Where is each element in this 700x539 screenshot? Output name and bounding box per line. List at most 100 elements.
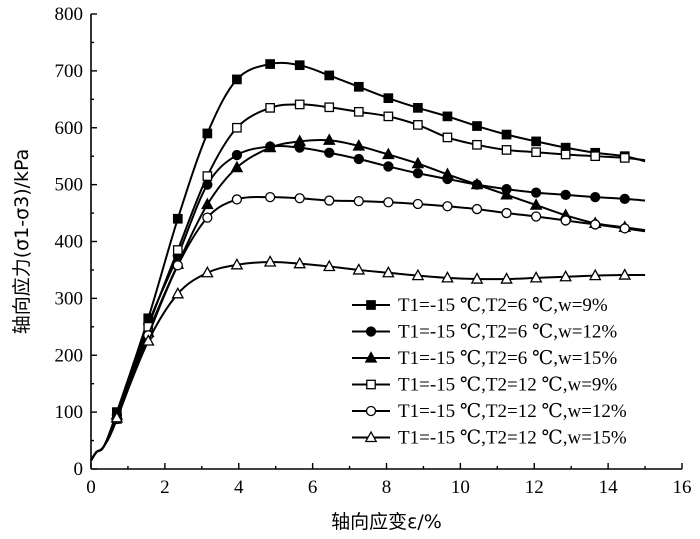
y-tick-label: 400: [55, 232, 84, 253]
series-marker: [294, 60, 305, 71]
legend-item: T1=-15 ℃,T2=6 ℃,w=12%: [352, 322, 617, 343]
legend-label: T1=-15 ℃,T2=12 ℃,w=9%: [398, 375, 617, 396]
series-marker: [500, 188, 513, 200]
series-marker: [470, 272, 484, 284]
series-marker: [531, 136, 541, 147]
series-marker: [590, 219, 601, 230]
series-marker: [324, 147, 335, 158]
series-marker: [383, 161, 394, 172]
series-marker: [294, 193, 305, 204]
series-marker: [530, 211, 542, 222]
y-tick-label: 0: [74, 459, 84, 480]
series-marker: [472, 139, 482, 150]
series-marker: [202, 128, 213, 139]
series-marker: [559, 269, 572, 282]
series-marker: [202, 212, 213, 223]
legend-item: T1=-15 ℃,T2=12 ℃,w=9%: [352, 375, 617, 396]
series-marker: [293, 134, 306, 147]
series-marker: [230, 257, 244, 270]
series-marker: [202, 171, 213, 181]
y-tick-label: 600: [55, 118, 84, 139]
x-tick-label: 2: [160, 477, 170, 498]
legend-item: T1=-15 ℃,T2=12 ℃,w=12%: [352, 401, 627, 422]
series-marker: [322, 259, 336, 272]
series-marker: [382, 147, 395, 160]
series-marker: [364, 430, 378, 443]
x-tick-label: 0: [86, 477, 96, 498]
series-marker: [172, 245, 183, 255]
series-marker: [353, 195, 364, 207]
series-marker: [442, 111, 453, 122]
series-marker: [171, 286, 185, 299]
legend-item: T1=-15 ℃,T2=6 ℃,w=15%: [352, 348, 617, 369]
series-marker: [172, 260, 183, 271]
axis-ticks: 0 2 4 6 8 10 12 14 16 0 100 200 300 400 500 600 700 800: [55, 4, 692, 498]
y-tick-label: 100: [55, 402, 84, 423]
series-marker: [472, 121, 482, 131]
series-marker: [441, 271, 454, 283]
series-marker: [501, 207, 512, 219]
series-marker: [500, 272, 513, 284]
y-tick-label: 500: [55, 175, 84, 196]
series-marker: [412, 168, 424, 179]
series-marker: [263, 255, 277, 267]
series-marker: [411, 268, 425, 281]
series-layer: [90, 59, 646, 462]
series-marker: [383, 93, 394, 104]
y-axis-title: 轴向应力(σ1-σ3)/kPa: [11, 149, 33, 335]
series-marker: [413, 120, 423, 130]
series-marker: [365, 405, 377, 417]
series-marker: [441, 167, 454, 180]
series-marker: [560, 149, 571, 160]
series-marker: [619, 193, 630, 204]
series-marker: [382, 265, 395, 278]
y-tick-label: 200: [55, 345, 84, 366]
series-marker: [366, 300, 376, 310]
series-marker: [412, 198, 424, 210]
x-tick-label: 14: [599, 477, 619, 498]
series-marker: [471, 203, 483, 215]
series-marker: [353, 81, 364, 92]
series-marker: [232, 74, 242, 85]
legend-label: T1=-15 ℃,T2=12 ℃,w=15%: [398, 428, 627, 449]
series-marker: [141, 334, 155, 346]
legend-label: T1=-15 ℃,T2=6 ℃,w=12%: [398, 322, 617, 343]
legend-label: T1=-15 ℃,T2=12 ℃,w=12%: [398, 401, 627, 422]
series-marker: [590, 151, 601, 162]
series-marker: [531, 147, 541, 158]
series-marker: [294, 99, 305, 110]
series-marker: [232, 122, 242, 133]
legend-label: T1=-15 ℃,T2=6 ℃,w=9%: [398, 295, 608, 316]
series-marker: [264, 191, 276, 203]
legend-item: T1=-15 ℃,T2=6 ℃,w=9%: [352, 295, 608, 316]
x-tick-label: 4: [234, 477, 244, 498]
x-tick-label: 12: [525, 477, 544, 498]
series-marker: [293, 256, 306, 269]
series-marker: [265, 102, 275, 113]
series-line: [90, 145, 646, 462]
series-marker: [230, 160, 244, 173]
series-marker: [353, 153, 364, 165]
series-marker: [413, 102, 423, 113]
series-marker: [383, 111, 394, 122]
x-axis-title: 轴向应变ε/%: [331, 511, 442, 533]
series-marker: [560, 189, 571, 201]
series-marker: [352, 263, 366, 275]
series-marker: [231, 149, 243, 161]
series-marker: [442, 201, 453, 212]
legend-label: T1=-15 ℃,T2=6 ℃,w=15%: [398, 348, 617, 369]
series-6: [90, 255, 646, 462]
series-marker: [364, 351, 378, 363]
series-marker: [201, 265, 214, 278]
series-marker: [619, 153, 630, 163]
series-marker: [263, 140, 277, 153]
series-marker: [231, 194, 243, 205]
series-marker: [324, 195, 335, 206]
series-marker: [619, 223, 630, 234]
y-tick-label: 800: [55, 4, 84, 25]
series-marker: [352, 139, 366, 151]
series-marker: [530, 187, 542, 198]
series-marker: [501, 145, 512, 155]
y-tick-label: 700: [55, 61, 84, 82]
series-line: [90, 103, 646, 462]
